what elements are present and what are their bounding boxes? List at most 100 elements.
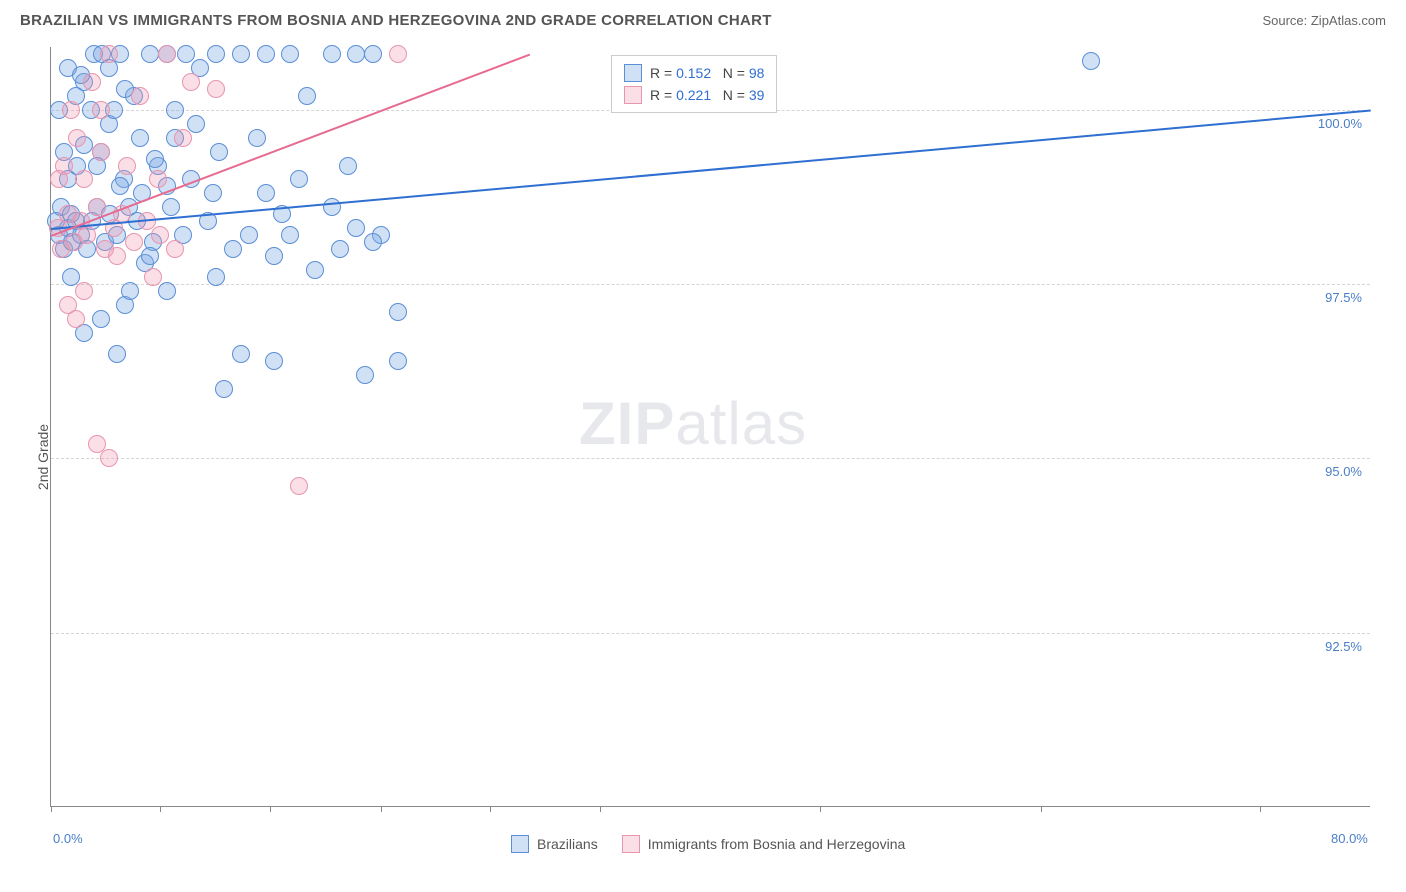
legend-swatch — [622, 835, 640, 853]
data-point — [240, 226, 258, 244]
x-tick — [270, 806, 271, 812]
data-point — [92, 310, 110, 328]
data-point — [100, 45, 118, 63]
data-point — [182, 73, 200, 91]
data-point — [151, 226, 169, 244]
data-point — [62, 101, 80, 119]
data-point — [265, 247, 283, 265]
data-point — [92, 143, 110, 161]
data-point — [265, 352, 283, 370]
trend-line — [51, 110, 1371, 231]
data-point — [210, 143, 228, 161]
data-point — [389, 352, 407, 370]
data-point — [158, 45, 176, 63]
gridline — [51, 284, 1370, 285]
data-point — [248, 129, 266, 147]
data-point — [144, 268, 162, 286]
legend: Brazilians Immigrants from Bosnia and Her… — [511, 835, 905, 853]
data-point — [146, 150, 164, 168]
data-point — [187, 115, 205, 133]
plot-area: ZIPatlas 100.0%97.5%95.0%92.5%0.0%80.0%R… — [50, 47, 1370, 807]
x-tick-label: 80.0% — [1331, 831, 1368, 846]
stat-row: R = 0.221 N = 39 — [624, 84, 764, 106]
data-point — [215, 380, 233, 398]
data-point — [356, 366, 374, 384]
series-swatch — [624, 64, 642, 82]
data-point — [121, 282, 139, 300]
correlation-stats-box: R = 0.152 N = 98R = 0.221 N = 39 — [611, 55, 777, 113]
data-point — [257, 45, 275, 63]
data-point — [281, 226, 299, 244]
data-point — [323, 198, 341, 216]
data-point — [207, 268, 225, 286]
source-attribution: Source: ZipAtlas.com — [1262, 13, 1386, 28]
data-point — [347, 219, 365, 237]
data-point — [298, 87, 316, 105]
data-point — [204, 184, 222, 202]
gridline — [51, 458, 1370, 459]
data-point — [141, 247, 159, 265]
data-point — [166, 101, 184, 119]
source-link[interactable]: ZipAtlas.com — [1311, 13, 1386, 28]
data-point — [141, 45, 159, 63]
data-point — [68, 129, 86, 147]
data-point — [207, 45, 225, 63]
x-tick — [820, 806, 821, 812]
data-point — [92, 101, 110, 119]
watermark: ZIPatlas — [579, 389, 807, 458]
data-point — [131, 129, 149, 147]
data-point — [323, 45, 341, 63]
data-point — [174, 129, 192, 147]
gridline — [51, 633, 1370, 634]
legend-item: Brazilians — [511, 835, 598, 853]
stat-row: R = 0.152 N = 98 — [624, 62, 764, 84]
data-point — [257, 184, 275, 202]
data-point — [290, 170, 308, 188]
data-point — [125, 233, 143, 251]
data-point — [118, 157, 136, 175]
data-point — [389, 303, 407, 321]
chart-container: 2nd Grade ZIPatlas 100.0% 97.5% 95.0% 92.5%… — [0, 37, 1406, 877]
data-point — [166, 240, 184, 258]
y-tick-label: 92.5% — [1325, 639, 1362, 654]
x-tick — [490, 806, 491, 812]
x-tick — [1041, 806, 1042, 812]
legend-item: Immigrants from Bosnia and Herzegovina — [622, 835, 906, 853]
chart-header: BRAZILIAN VS IMMIGRANTS FROM BOSNIA AND … — [0, 0, 1406, 37]
data-point — [232, 345, 250, 363]
legend-swatch — [511, 835, 529, 853]
data-point — [290, 477, 308, 495]
data-point — [1082, 52, 1100, 70]
data-point — [347, 45, 365, 63]
data-point — [162, 198, 180, 216]
y-tick-label: 100.0% — [1318, 116, 1362, 131]
legend-label: Immigrants from Bosnia and Herzegovina — [648, 836, 906, 852]
data-point — [364, 233, 382, 251]
x-tick — [160, 806, 161, 812]
data-point — [331, 240, 349, 258]
chart-title: BRAZILIAN VS IMMIGRANTS FROM BOSNIA AND … — [20, 12, 772, 29]
data-point — [339, 157, 357, 175]
series-swatch — [624, 86, 642, 104]
y-tick-label: 97.5% — [1325, 290, 1362, 305]
data-point — [306, 261, 324, 279]
y-tick-label: 95.0% — [1325, 464, 1362, 479]
data-point — [83, 73, 101, 91]
data-point — [158, 282, 176, 300]
x-tick-label: 0.0% — [53, 831, 83, 846]
x-tick — [600, 806, 601, 812]
data-point — [364, 45, 382, 63]
data-point — [75, 282, 93, 300]
data-point — [75, 170, 93, 188]
data-point — [111, 177, 129, 195]
data-point — [100, 449, 118, 467]
y-axis-label: 2nd Grade — [35, 424, 51, 490]
data-point — [108, 247, 126, 265]
data-point — [88, 198, 106, 216]
data-point — [131, 87, 149, 105]
x-tick — [1260, 806, 1261, 812]
legend-label: Brazilians — [537, 836, 598, 852]
data-point — [149, 170, 167, 188]
data-point — [78, 226, 96, 244]
x-tick — [381, 806, 382, 812]
